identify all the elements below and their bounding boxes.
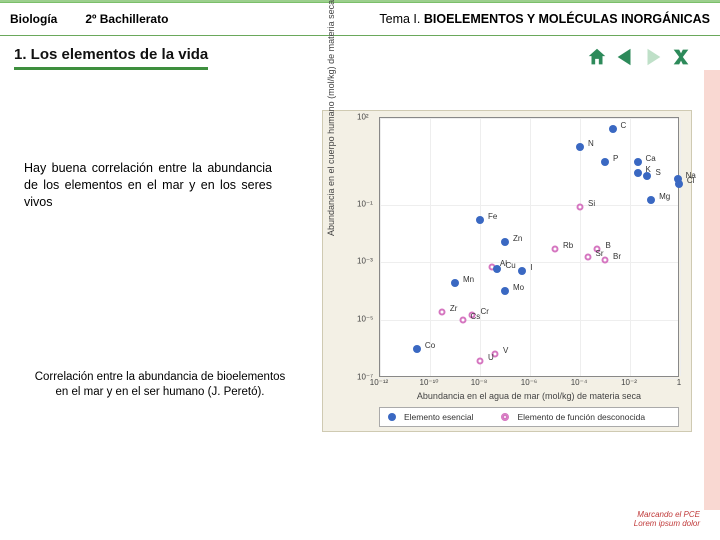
level-label: 2º Bachillerato xyxy=(85,12,168,26)
xtick: 1 xyxy=(677,378,681,387)
data-point-label: Mn xyxy=(463,275,474,284)
data-point xyxy=(601,158,609,166)
xtick: 10⁻¹⁰ xyxy=(420,378,439,387)
topic-prefix: Tema I. xyxy=(379,12,423,26)
xtick: 10⁻² xyxy=(621,378,637,387)
data-point-label: S xyxy=(655,168,660,177)
xtick: 10⁻⁸ xyxy=(471,378,488,387)
data-point-label: Co xyxy=(425,341,435,350)
data-point-label: N xyxy=(588,139,594,148)
data-point-label: K xyxy=(646,165,651,174)
data-point-label: V xyxy=(503,346,508,355)
chart-legend: Elemento esencial Elemento de función de… xyxy=(379,407,679,427)
data-point xyxy=(413,345,421,353)
chart-ylabel: Abundancia en el cuerpo humano (mol/kg) … xyxy=(326,0,336,236)
data-point-label: Si xyxy=(588,199,595,208)
side-accent-stripe xyxy=(704,70,720,510)
data-point-label: Mg xyxy=(659,192,670,201)
data-point-label: I xyxy=(530,263,532,272)
data-point xyxy=(577,204,584,211)
chart-xlabel: Abundancia en el agua de mar (mol/kg) de… xyxy=(379,391,679,401)
close-icon[interactable] xyxy=(668,44,694,70)
data-point xyxy=(477,357,484,364)
subject-label: Biología xyxy=(10,12,57,26)
legend-dot-unknown xyxy=(501,413,509,421)
section-title: 1. Los elementos de la vida xyxy=(14,46,208,70)
data-point xyxy=(552,245,559,252)
xtick: 10⁻⁴ xyxy=(571,378,588,387)
data-point-label: Fe xyxy=(488,212,497,221)
data-point xyxy=(493,265,501,273)
data-point xyxy=(675,180,683,188)
legend-label-essential: Elemento esencial xyxy=(404,412,473,422)
data-point-label: Cr xyxy=(480,307,488,316)
data-point xyxy=(501,238,509,246)
topic-title: BIOELEMENTOS Y MOLÉCULAS INORGÁNICAS xyxy=(424,12,710,26)
data-point xyxy=(634,158,642,166)
footer-watermark: Marcando el PCELorem ipsum dolor xyxy=(634,510,700,528)
data-point xyxy=(476,216,484,224)
data-point-label: Br xyxy=(613,252,621,261)
ytick: 10⁻³ xyxy=(357,257,373,266)
legend-dot-essential xyxy=(388,413,396,421)
data-point xyxy=(634,169,642,177)
data-point-label: Zr xyxy=(450,304,458,313)
ytick: 10⁻¹ xyxy=(357,199,373,208)
data-point-label: P xyxy=(613,154,618,163)
data-point xyxy=(501,287,509,295)
data-point-label: Ca xyxy=(646,154,656,163)
data-point xyxy=(576,143,584,151)
data-point-label: Mo xyxy=(513,283,524,292)
header-bar: Biología 2º Bachillerato Tema I. BIOELEM… xyxy=(0,0,720,36)
scatter-chart: Abundancia en el cuerpo humano (mol/kg) … xyxy=(322,110,692,432)
legend-label-unknown: Elemento de función desconocida xyxy=(517,412,645,422)
data-point xyxy=(438,308,445,315)
data-point xyxy=(647,196,655,204)
next-icon[interactable] xyxy=(640,44,666,70)
ytick: 10⁻⁷ xyxy=(357,373,373,382)
data-point xyxy=(584,254,591,261)
data-point-label: Rb xyxy=(563,241,573,250)
xtick: 10⁻⁶ xyxy=(521,378,537,387)
data-point xyxy=(609,125,617,133)
prev-icon[interactable] xyxy=(612,44,638,70)
data-point xyxy=(518,267,526,275)
topic-label: Tema I. BIOELEMENTOS Y MOLÉCULAS INORGÁN… xyxy=(379,12,710,26)
figure-caption: Correlación entre la abundancia de bioel… xyxy=(30,370,290,400)
data-point xyxy=(602,257,609,264)
data-point-label: Cl xyxy=(687,176,695,185)
ytick: 10² xyxy=(357,113,369,122)
data-point-label: Cu xyxy=(505,261,515,270)
data-point-label: C xyxy=(621,121,627,130)
data-point-label: U xyxy=(488,353,494,362)
body-paragraph: Hay buena correlación entre la abundanci… xyxy=(24,160,272,211)
data-point xyxy=(459,317,466,324)
data-point-label: B xyxy=(605,241,610,250)
data-point-label: Zn xyxy=(513,234,522,243)
home-icon[interactable] xyxy=(584,44,610,70)
ytick: 10⁻⁵ xyxy=(357,315,373,324)
data-point-label: Cs xyxy=(471,312,481,321)
plot-area: CNCaPSKNaClMgSiFeZnRbBSrBrAlCuIMnMoZrCrC… xyxy=(379,117,679,377)
nav-controls xyxy=(584,44,694,70)
data-point xyxy=(451,279,459,287)
